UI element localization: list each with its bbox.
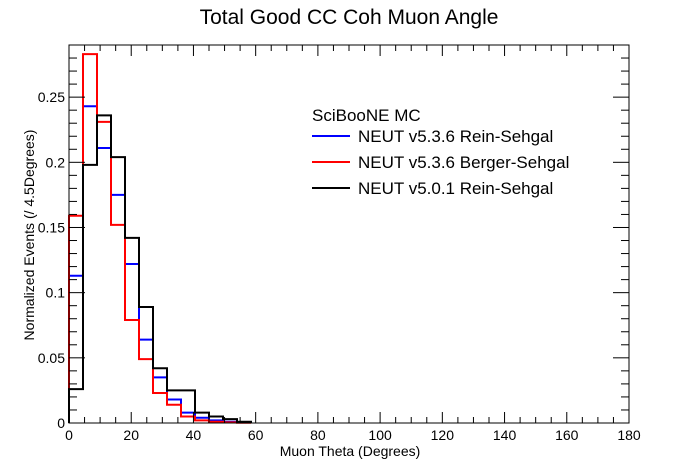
- y-tick-label: 0.25: [38, 89, 65, 105]
- x-tick-label: 140: [493, 427, 517, 443]
- series-line-3: [68, 114, 252, 423]
- legend: SciBooNE MC NEUT v5.3.6 Rein-Sehgal NEUT …: [312, 106, 569, 198]
- x-tick-label: 40: [186, 427, 202, 443]
- legend-label-2: NEUT v5.3.6 Berger-Sehgal: [358, 153, 569, 172]
- y-tick-label: 0.15: [38, 219, 65, 235]
- legend-header: SciBooNE MC: [312, 106, 421, 125]
- x-tick-label: 160: [555, 427, 579, 443]
- legend-label-1: NEUT v5.3.6 Rein-Sehgal: [358, 127, 553, 146]
- chart-title: Total Good CC Coh Muon Angle: [200, 6, 499, 29]
- x-tick-label: 100: [368, 427, 392, 443]
- x-tick-label: 20: [123, 427, 139, 443]
- y-tick-label: 0.05: [38, 350, 65, 366]
- x-tick-label: 80: [310, 427, 326, 443]
- y-axis-label: Normalized Events (/ 4.5Degrees): [21, 130, 37, 341]
- x-tick-label: 0: [65, 427, 73, 443]
- legend-label-3: NEUT v5.0.1 Rein-Sehgal: [358, 179, 553, 198]
- y-tick-label: 0.2: [46, 154, 66, 170]
- series-layer: [68, 53, 252, 424]
- y-tick-label: 0: [57, 415, 65, 431]
- x-axis: 0 20 40 60 80 100 120 140 160 180: [65, 45, 641, 443]
- x-axis-label: Muon Theta (Degrees): [280, 443, 421, 459]
- x-tick-label: 180: [617, 427, 641, 443]
- x-tick-label: 120: [431, 427, 455, 443]
- series-line-2: [68, 53, 252, 424]
- x-tick-label: 60: [248, 427, 264, 443]
- y-axis: 0 0.05 0.1 0.15 0.2 0.25: [38, 44, 629, 431]
- y-tick-label: 0.1: [46, 285, 66, 301]
